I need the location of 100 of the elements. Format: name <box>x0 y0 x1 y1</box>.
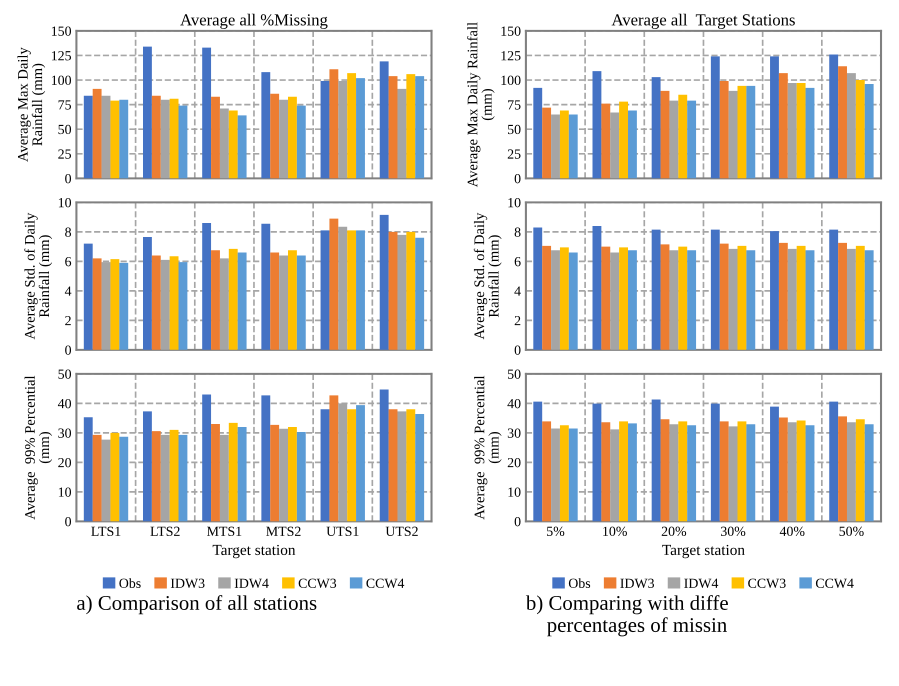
bar <box>560 110 569 178</box>
bar <box>110 100 120 178</box>
bar <box>356 405 365 522</box>
bar <box>601 422 610 522</box>
y-tick-label: 75 <box>58 100 72 110</box>
bar <box>829 54 838 178</box>
bar <box>320 409 330 522</box>
bar <box>628 110 637 178</box>
bar <box>211 96 220 178</box>
bar <box>270 424 280 522</box>
x-axis-title: Target station <box>662 544 745 558</box>
y-axis-title: Average 99% Percential (mm) <box>474 376 502 520</box>
bar <box>288 250 297 350</box>
bar <box>660 90 670 178</box>
bar <box>320 230 330 350</box>
bar <box>738 86 746 178</box>
bar <box>238 426 247 522</box>
bar <box>560 425 569 522</box>
bar <box>846 422 856 522</box>
y-tick-label: 25 <box>58 149 72 159</box>
bar <box>829 402 838 522</box>
bar <box>296 255 306 350</box>
chart-title: Average all Target Stations <box>612 14 795 29</box>
y-tick-label: 4 <box>64 286 72 296</box>
y-tick-label: 40 <box>58 398 72 408</box>
bar <box>152 255 161 350</box>
bar <box>152 96 161 178</box>
y-tick-label: 0 <box>514 516 521 526</box>
bar <box>84 244 93 350</box>
y-tick-label: 50 <box>58 369 72 379</box>
bar <box>592 404 602 522</box>
y-tick-label: 125 <box>501 51 521 60</box>
x-tick-label: 5% <box>547 526 564 536</box>
bar <box>296 432 306 522</box>
bar <box>228 422 238 522</box>
bar <box>770 406 779 522</box>
x-tick-label: MTS2 <box>266 526 301 536</box>
bar <box>568 252 578 350</box>
bar <box>619 247 628 350</box>
bar <box>178 434 188 522</box>
bar <box>380 61 389 178</box>
text: b) Comparing with diffe percentages of missin <box>526 595 728 636</box>
y-tick-label: 75 <box>508 100 521 110</box>
legend-label: CCW3 <box>298 578 336 588</box>
bar <box>592 71 602 178</box>
y-tick-label: 10 <box>58 198 72 208</box>
legend-label: CCW4 <box>366 578 404 588</box>
y-tick-label: 150 <box>52 26 72 36</box>
bar <box>669 250 678 350</box>
bar <box>347 230 356 350</box>
legend-label: Obs <box>568 578 590 588</box>
bar <box>397 88 406 178</box>
bar <box>533 88 542 178</box>
bar <box>568 114 578 178</box>
bar <box>329 69 338 178</box>
y-tick-label: 30 <box>508 428 521 438</box>
bar <box>728 248 738 350</box>
bar <box>397 234 406 350</box>
bar <box>610 252 620 350</box>
bar <box>542 108 552 178</box>
y-tick-label: 0 <box>514 345 521 355</box>
legend-label: Obs <box>119 578 141 588</box>
bar <box>542 246 552 350</box>
y-tick-label: 50 <box>508 369 521 379</box>
y-axis-title: Average Std. of Daily Rainfall (mm) <box>24 212 52 340</box>
bar <box>678 94 688 178</box>
bar <box>710 230 720 350</box>
bar <box>669 100 678 178</box>
bar <box>796 246 806 350</box>
y-tick-label: 100 <box>52 76 72 85</box>
bar <box>347 409 356 522</box>
bar <box>238 115 247 178</box>
bar <box>838 416 847 522</box>
bar <box>770 56 779 178</box>
y-tick-label: 50 <box>58 124 72 134</box>
x-tick-label: 30% <box>720 526 746 536</box>
y-axis-title: Average Max Daily Rainfall (mm) <box>18 47 46 162</box>
bar <box>152 431 161 522</box>
bar <box>778 242 788 350</box>
bar <box>270 94 280 178</box>
chart-title: Average all %Missing <box>180 14 328 29</box>
y-tick-label: 25 <box>508 149 521 159</box>
bar <box>119 100 128 178</box>
text: a) Comparison of all stations <box>77 595 316 614</box>
bar <box>856 246 865 350</box>
bar <box>560 247 569 350</box>
x-tick-label: UTS2 <box>386 526 418 536</box>
bar <box>388 76 398 178</box>
bar <box>678 421 688 522</box>
bar <box>652 230 661 350</box>
bar <box>380 390 389 522</box>
y-tick-label: 150 <box>501 26 521 36</box>
bar <box>220 258 229 350</box>
bar <box>710 56 720 178</box>
x-tick-label: 50% <box>840 526 864 536</box>
y-axis-title: Average Max Daily Rainfall (mm) <box>467 22 495 188</box>
bar <box>388 232 398 350</box>
y-axis-title: Average 99% Percential (mm) <box>24 376 52 520</box>
bar <box>211 424 220 522</box>
bar <box>601 246 610 350</box>
